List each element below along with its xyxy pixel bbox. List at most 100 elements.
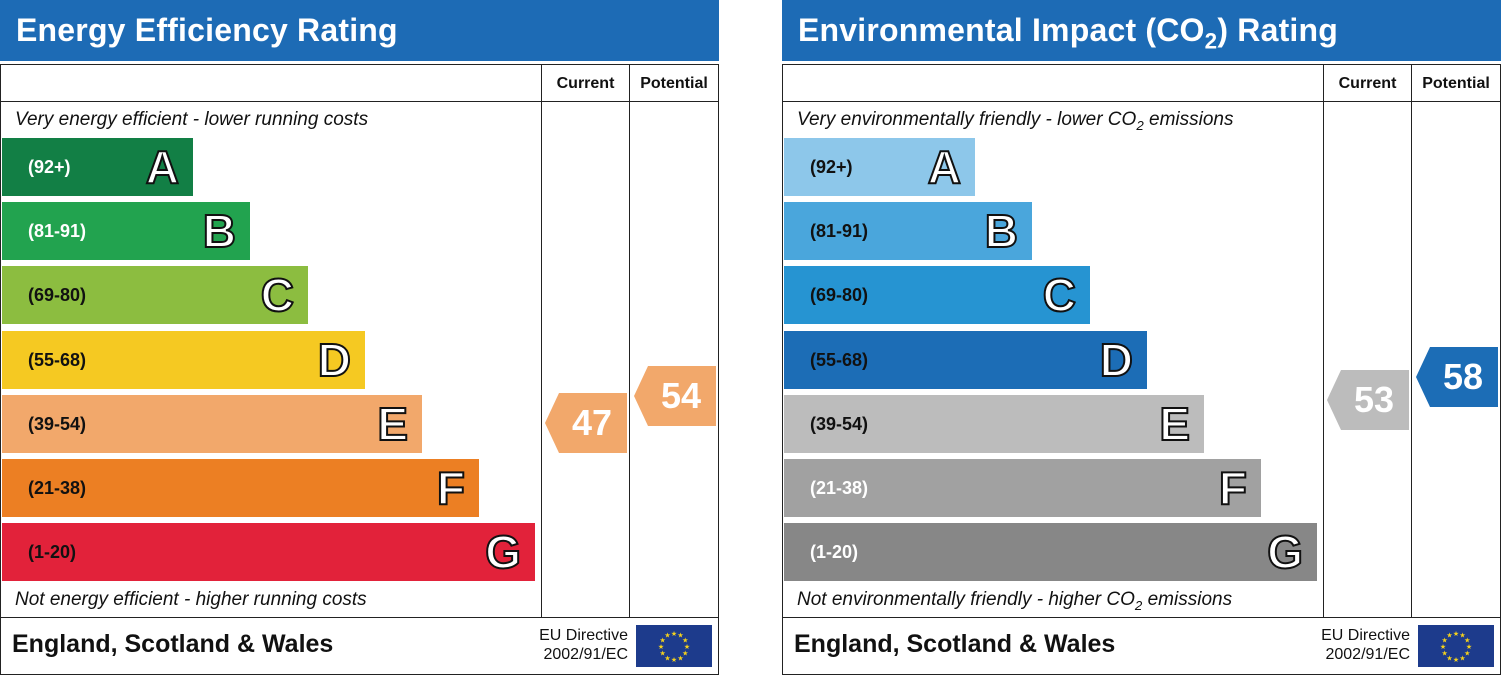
eu-star-icon: ★ — [682, 637, 688, 645]
rating-bar-d: (55-68) D — [784, 331, 1147, 389]
rating-letter: B — [984, 204, 1019, 258]
eu-star-icon: ★ — [660, 650, 666, 658]
rating-letter: F — [1218, 461, 1248, 515]
eu-star-icon: ★ — [1446, 654, 1452, 662]
rating-bar-g: (1-20) G — [784, 523, 1317, 581]
current-rating-arrow-shape — [545, 393, 627, 453]
eu-star-icon: ★ — [1466, 643, 1472, 651]
rating-letter: G — [484, 525, 522, 579]
eu-star-icon: ★ — [664, 654, 670, 662]
rating-range-label: (55-68) — [810, 350, 869, 370]
rating-range-label: (55-68) — [28, 350, 87, 370]
rating-letter: F — [436, 461, 466, 515]
eu-directive-label: EU Directive 2002/91/EC — [539, 627, 628, 663]
rating-letter: C — [1042, 268, 1077, 322]
bottom-description: Not environmentally friendly - higher CO… — [797, 589, 1233, 613]
rating-range-label: (39-54) — [28, 414, 87, 434]
potential-column-divider — [629, 65, 630, 617]
rating-range-label: (21-38) — [810, 478, 869, 498]
rating-letter: A — [927, 140, 962, 194]
rating-range-label: (92+) — [28, 157, 71, 177]
eu-star-icon: ★ — [684, 643, 690, 651]
eu-star-icon: ★ — [1440, 643, 1446, 651]
eu-star-icon: ★ — [682, 650, 688, 658]
header-divider — [783, 101, 1500, 102]
rating-letter: C — [260, 268, 295, 322]
eu-flag-icon: ★ ★ ★ ★ ★ ★ ★ ★ ★ ★ ★ ★ — [636, 625, 712, 667]
rating-letter: E — [376, 397, 409, 451]
rating-range-label: (21-38) — [28, 478, 87, 498]
rating-letter: D — [317, 333, 352, 387]
rating-range-label: (69-80) — [810, 285, 869, 305]
eu-star-icon: ★ — [1446, 632, 1452, 640]
rating-letter: A — [145, 140, 180, 194]
eu-star-icon: ★ — [677, 654, 683, 662]
eu-star-icon: ★ — [1459, 654, 1465, 662]
environmental-impact-panel: Environmental Impact (CO2) Rating Curren… — [782, 0, 1501, 675]
rating-bar-f: (21-38) F — [2, 459, 479, 517]
potential-rating-arrow: 58 — [1416, 347, 1498, 407]
panel-title-bar: Environmental Impact (CO2) Rating — [782, 0, 1501, 61]
rating-bar-g: (1-20) G — [2, 523, 535, 581]
rating-bar-a: (92+) A — [2, 138, 193, 196]
eu-star-icon: ★ — [677, 632, 683, 640]
eu-star-icon: ★ — [1442, 637, 1448, 645]
footer-divider — [783, 617, 1500, 618]
eu-star-icon: ★ — [1453, 630, 1459, 638]
rating-bar-e: (39-54) E — [784, 395, 1204, 453]
rating-range-label: (1-20) — [28, 542, 77, 562]
panel-title-bar: Energy Efficiency Rating — [0, 0, 719, 61]
rating-bar-c: (69-80) C — [2, 266, 308, 324]
eu-star-icon: ★ — [1453, 656, 1459, 664]
top-description: Very environmentally friendly - lower CO… — [797, 109, 1234, 133]
potential-column-header: Potential — [1422, 75, 1490, 92]
panel-title: Environmental Impact (CO2) Rating — [798, 12, 1339, 54]
eu-star-icon: ★ — [658, 643, 664, 651]
potential-column-divider — [1411, 65, 1412, 617]
eu-directive-label: EU Directive 2002/91/EC — [1321, 627, 1410, 663]
eu-star-icon: ★ — [664, 632, 670, 640]
current-rating-arrow: 53 — [1327, 370, 1409, 430]
rating-letter: E — [1158, 397, 1191, 451]
region-label: England, Scotland & Wales — [794, 630, 1116, 658]
rating-letter: G — [1266, 525, 1304, 579]
rating-range-label: (69-80) — [28, 285, 87, 305]
rating-range-label: (81-91) — [28, 221, 87, 241]
eu-star-icon: ★ — [1464, 650, 1470, 658]
current-column-header: Current — [1338, 75, 1397, 92]
footer-divider — [1, 617, 718, 618]
rating-bar-b: (81-91) B — [2, 202, 250, 260]
current-rating-arrow-value: 47 — [571, 402, 613, 443]
rating-bar-f: (21-38) F — [784, 459, 1261, 517]
rating-letter: B — [202, 204, 237, 258]
current-column-divider — [541, 65, 542, 617]
eu-flag-icon: ★ ★ ★ ★ ★ ★ ★ ★ ★ ★ ★ ★ — [1418, 625, 1494, 667]
rating-range-label: (39-54) — [810, 414, 869, 434]
potential-rating-arrow-shape — [1416, 347, 1498, 407]
rating-bar-a: (92+) A — [784, 138, 975, 196]
eu-star-icon: ★ — [660, 637, 666, 645]
region-label: England, Scotland & Wales — [12, 630, 334, 658]
rating-bar-b: (81-91) B — [784, 202, 1032, 260]
top-description: Very energy efficient - lower running co… — [15, 109, 369, 130]
current-rating-arrow: 47 — [545, 393, 627, 453]
bottom-description: Not energy efficient - higher running co… — [15, 589, 367, 610]
rating-letter: D — [1099, 333, 1134, 387]
eu-star-icon: ★ — [1464, 637, 1470, 645]
rating-range-label: (92+) — [810, 157, 853, 177]
panel-title: Energy Efficiency Rating — [16, 12, 398, 48]
current-rating-arrow-value: 53 — [1353, 379, 1395, 420]
rating-range-label: (81-91) — [810, 221, 869, 241]
potential-rating-arrow-shape — [634, 366, 716, 426]
header-divider — [1, 101, 718, 102]
eu-star-icon: ★ — [671, 656, 677, 664]
current-column-divider — [1323, 65, 1324, 617]
rating-bar-d: (55-68) D — [2, 331, 365, 389]
energy-efficiency-panel: Energy Efficiency Rating Current Potenti… — [0, 0, 719, 675]
rating-bar-c: (69-80) C — [784, 266, 1090, 324]
eu-star-icon: ★ — [1459, 632, 1465, 640]
potential-rating-arrow: 54 — [634, 366, 716, 426]
current-column-header: Current — [556, 75, 615, 92]
potential-rating-arrow-value: 54 — [660, 375, 702, 416]
potential-rating-arrow-value: 58 — [1442, 356, 1484, 397]
